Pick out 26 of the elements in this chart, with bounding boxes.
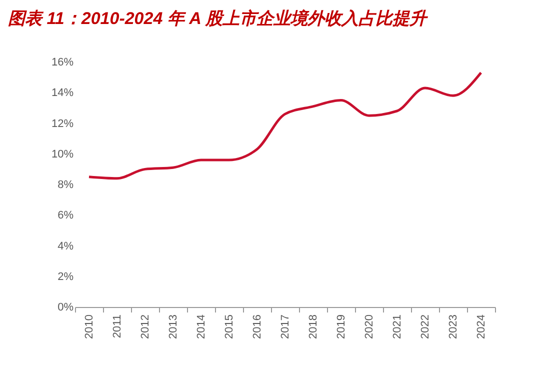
x-tick-label: 2013: [168, 314, 180, 339]
x-tick-label: 2012: [140, 314, 152, 339]
x-tick-label: 2016: [252, 314, 264, 339]
x-tick-label: 2015: [224, 314, 236, 339]
x-tick-label: 2021: [392, 314, 404, 339]
chart-title: 图表 11：2010-2024 年 A 股上市企业境外收入占比提升: [8, 9, 428, 28]
y-tick-label: 14%: [51, 87, 74, 100]
y-tick-label: 4%: [58, 240, 74, 252]
x-tick-label: 2011: [112, 314, 124, 338]
y-tick-label: 2%: [58, 270, 74, 283]
x-tick-label: 2022: [420, 314, 432, 339]
x-tick-label: 2024: [476, 314, 488, 339]
y-tick-label: 16%: [51, 56, 74, 68]
y-tick-label: 10%: [51, 148, 74, 160]
y-tick-label: 12%: [51, 118, 74, 130]
x-tick-label: 2023: [448, 314, 460, 339]
x-tick-label: 2018: [308, 314, 320, 339]
y-tick-label: 8%: [58, 179, 74, 191]
x-tick-label: 2014: [196, 314, 208, 339]
x-tick-label: 2019: [336, 314, 348, 339]
y-tick-label: 6%: [58, 210, 74, 222]
x-tick-label: 2020: [364, 314, 376, 339]
line-series: [88, 71, 482, 180]
y-tick-label: 0%: [58, 302, 74, 314]
x-tick-label: 2017: [280, 314, 292, 339]
x-tick-label: 2010: [84, 314, 96, 339]
